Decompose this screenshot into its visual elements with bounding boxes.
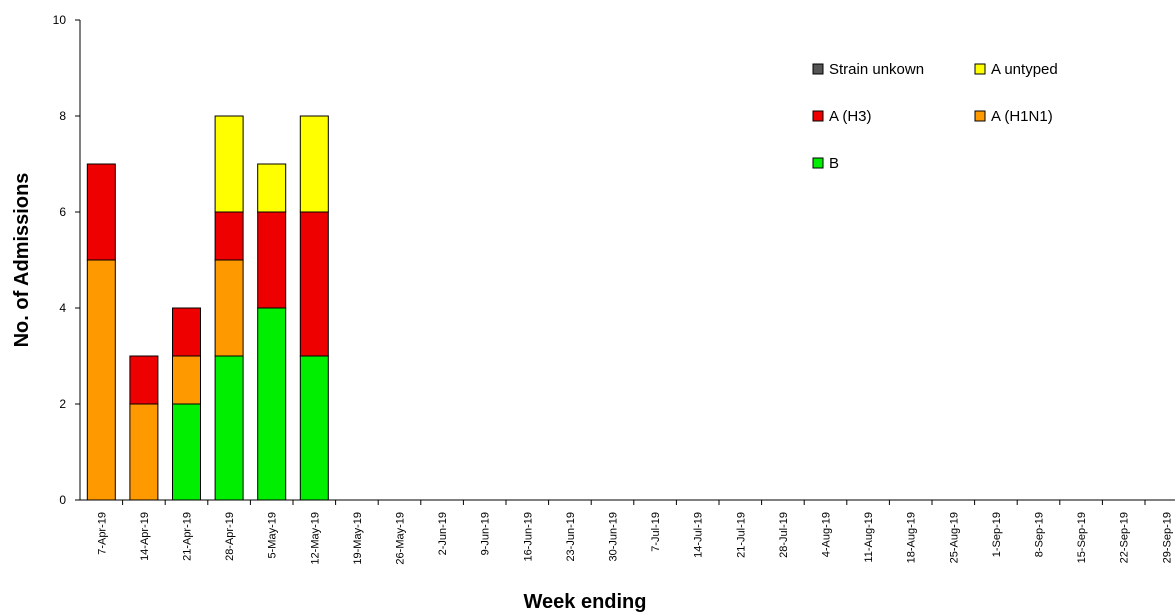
x-tick-label: 5-May-19 [267,512,279,558]
x-tick-label: 30-Jun-19 [608,512,620,562]
x-tick-label: 26-May-19 [395,512,407,565]
y-tick-label: 0 [59,493,66,507]
legend: Strain unkown A untyped A (H3) A (H1N1) B [812,61,1058,172]
x-tick-label: 8-Sep-19 [1034,512,1046,557]
bar-segment [257,163,287,213]
x-tick-label: 18-Aug-19 [906,512,918,563]
bar-segment [129,403,159,501]
bar-segment [86,259,116,501]
y-tick-label: 4 [59,301,66,315]
x-tick-label: 19-May-19 [352,512,364,565]
bar-segment [172,355,201,405]
legend-swatch [812,157,824,169]
bar-segment [86,163,116,261]
legend-label: B [829,155,839,172]
y-tick-label: 2 [59,397,66,411]
x-tick-label: 7-Jul-19 [650,512,662,552]
bar-segment [172,403,201,501]
x-tick-label: 28-Jul-19 [778,512,790,558]
bar-segment [214,355,244,501]
x-tick-label: 29-Sep-19 [1161,512,1173,563]
bar-segment [214,115,244,213]
bar-segment [257,211,287,309]
x-tick-label: 9-Jun-19 [480,512,492,555]
legend-swatch [974,110,986,122]
legend-swatch [812,110,824,122]
x-tick-label: 15-Sep-19 [1076,512,1088,563]
legend-label: Strain unkown [829,61,924,78]
axes-layer [79,20,1175,501]
y-tick-label: 10 [53,13,67,27]
legend-swatch [974,63,986,75]
x-tick-label: 22-Sep-19 [1119,512,1131,563]
x-ticks: 7-Apr-19 14-Apr-19 21-Apr-19 28-Apr-19 5-May… [96,500,1173,565]
y-axis-title: No. of Admissions [11,173,33,348]
y-tick-label: 8 [59,109,66,123]
y-ticks: 0 2 4 6 8 10 [53,13,80,507]
x-tick-label: 7-Apr-19 [96,512,108,555]
x-tick-label: 14-Apr-19 [139,512,151,561]
bar-segment [257,307,287,501]
x-tick-label: 2-Jun-19 [437,512,449,555]
y-tick-label: 6 [59,205,66,219]
x-axis-title: Week ending [524,591,647,612]
legend-label: A (H3) [829,108,872,125]
x-tick-label: 21-Jul-19 [735,512,747,558]
x-tick-label: 25-Aug-19 [948,512,960,563]
x-tick-label: 11-Aug-19 [863,512,875,563]
bar-segment [129,355,159,405]
bar-segment [172,307,201,357]
bar-segment [214,259,244,357]
x-tick-label: 21-Apr-19 [182,512,194,561]
x-tick-label: 23-Jun-19 [565,512,577,562]
x-tick-label: 14-Jul-19 [693,512,705,558]
legend-swatch [812,63,824,75]
x-tick-label: 1-Sep-19 [991,512,1003,557]
bars-layer [86,115,329,501]
legend-label: A untyped [991,61,1058,78]
bar-segment [299,115,329,213]
x-tick-label: 4-Aug-19 [821,512,833,557]
bar-segment [299,211,329,357]
legend-label: A (H1N1) [991,108,1053,125]
x-tick-label: 12-May-19 [309,512,321,565]
x-tick-label: 16-Jun-19 [522,512,534,562]
bar-segment [299,355,329,501]
bar-segment [214,211,244,261]
x-tick-label: 28-Apr-19 [224,512,236,561]
